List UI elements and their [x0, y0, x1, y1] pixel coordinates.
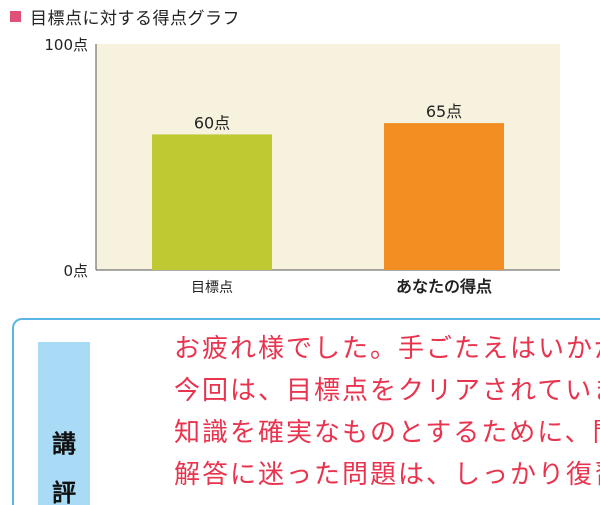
x-category-label: 目標点: [191, 280, 233, 296]
bar-target: [152, 134, 272, 270]
comment-line-2: 今回は、目標点をクリアされています。: [174, 376, 600, 406]
section-title: 目標点に対する得点グラフ: [30, 8, 240, 29]
comment-label-char-1: 講: [52, 430, 76, 458]
comment-line-1: お疲れ様でした。手ごたえはいかがで: [174, 334, 600, 364]
y-tick-label: 100点: [44, 36, 88, 54]
comment-line-3: 知識を確実なものとするために、問: [174, 418, 600, 448]
y-tick-label: 0点: [63, 262, 88, 280]
bar-value-label: 65点: [426, 102, 462, 121]
comment-label: 講 評: [38, 342, 90, 505]
section-marker: [10, 10, 21, 22]
section-header: 目標点に対する得点グラフ: [10, 4, 240, 29]
comment-text: お疲れ様でした。手ごたえはいかがで 今回は、目標点をクリアされています。 知識を…: [174, 328, 600, 496]
x-category-label: あなたの得点: [396, 277, 492, 296]
score-bar-chart: 100点 0点 60点 65点 目標点 あなたの得点: [44, 36, 560, 296]
comment-label-char-2: 評: [52, 479, 76, 505]
bar-value-label: 60点: [194, 113, 230, 132]
bar-your-score: [384, 123, 504, 270]
comment-box: 講 評 お疲れ様でした。手ごたえはいかがで 今回は、目標点をクリアされています。…: [12, 318, 600, 505]
comment-line-4: 解答に迷った問題は、しっかり復習: [174, 460, 600, 490]
